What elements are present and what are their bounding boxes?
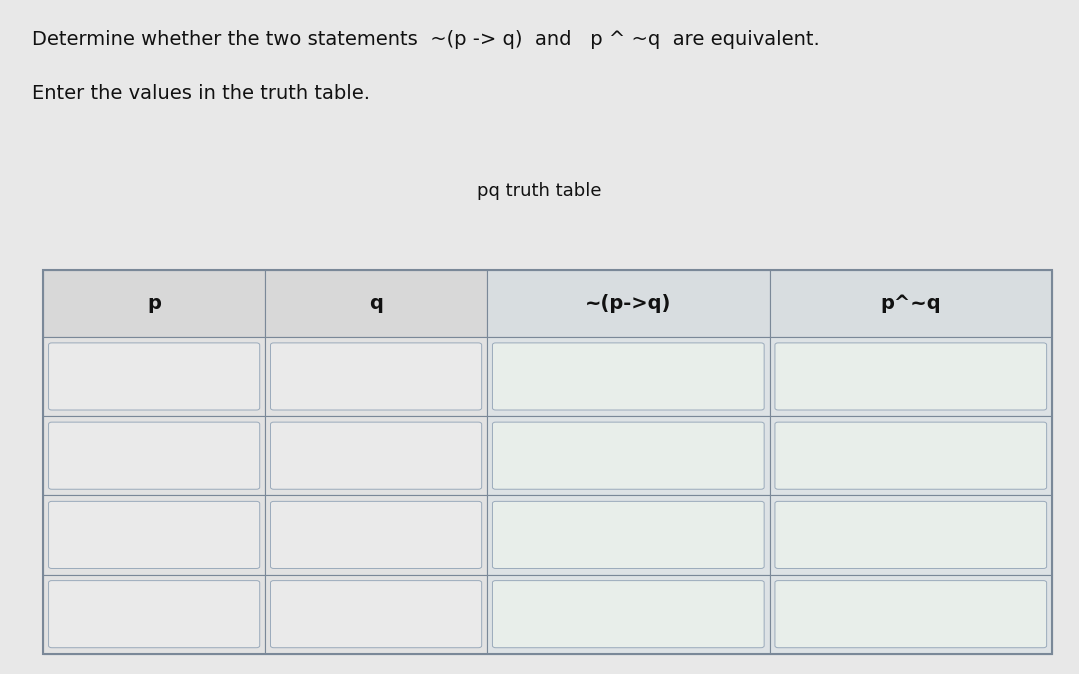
Text: q: q — [369, 294, 383, 313]
Text: Determine whether the two statements  ~(p -> q)  and   p ^ ~q  are equivalent.: Determine whether the two statements ~(p… — [32, 30, 820, 49]
Text: p^~q: p^~q — [880, 294, 941, 313]
Text: Enter the values in the truth table.: Enter the values in the truth table. — [32, 84, 370, 103]
Text: p: p — [147, 294, 161, 313]
Text: pq truth table: pq truth table — [477, 182, 602, 200]
Text: ~(p->q): ~(p->q) — [585, 294, 671, 313]
